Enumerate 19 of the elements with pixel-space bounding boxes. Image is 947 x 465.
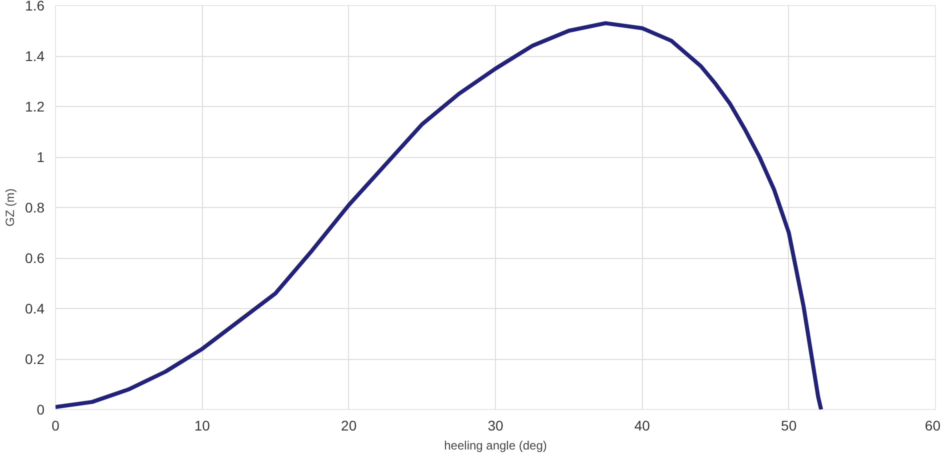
x-tick-label: 0 [52, 418, 60, 434]
y-tick-label: 0.2 [25, 351, 45, 367]
x-tick-label: 40 [634, 418, 650, 434]
y-tick-label: 0.6 [25, 250, 45, 266]
y-tick-label: 0 [36, 402, 45, 418]
y-tick-label: 0.8 [25, 200, 45, 216]
x-tick-label: 30 [488, 418, 504, 434]
x-tick-label: 10 [194, 418, 210, 434]
y-tick-label: 1.4 [25, 48, 45, 64]
x-tick-label: 50 [781, 418, 797, 434]
y-tick-label: 1 [36, 149, 45, 165]
y-tick-label: 1.2 [25, 98, 45, 114]
x-tick-label: 60 [924, 418, 941, 434]
y-axis-title: GZ (m) [3, 188, 18, 226]
x-axis-title: heeling angle (deg) [444, 438, 547, 452]
y-tick-label: 1.6 [25, 0, 45, 14]
y-tick-label: 0.4 [25, 300, 45, 316]
line-series [56, 21, 824, 410]
x-tick-label: 20 [341, 418, 357, 434]
